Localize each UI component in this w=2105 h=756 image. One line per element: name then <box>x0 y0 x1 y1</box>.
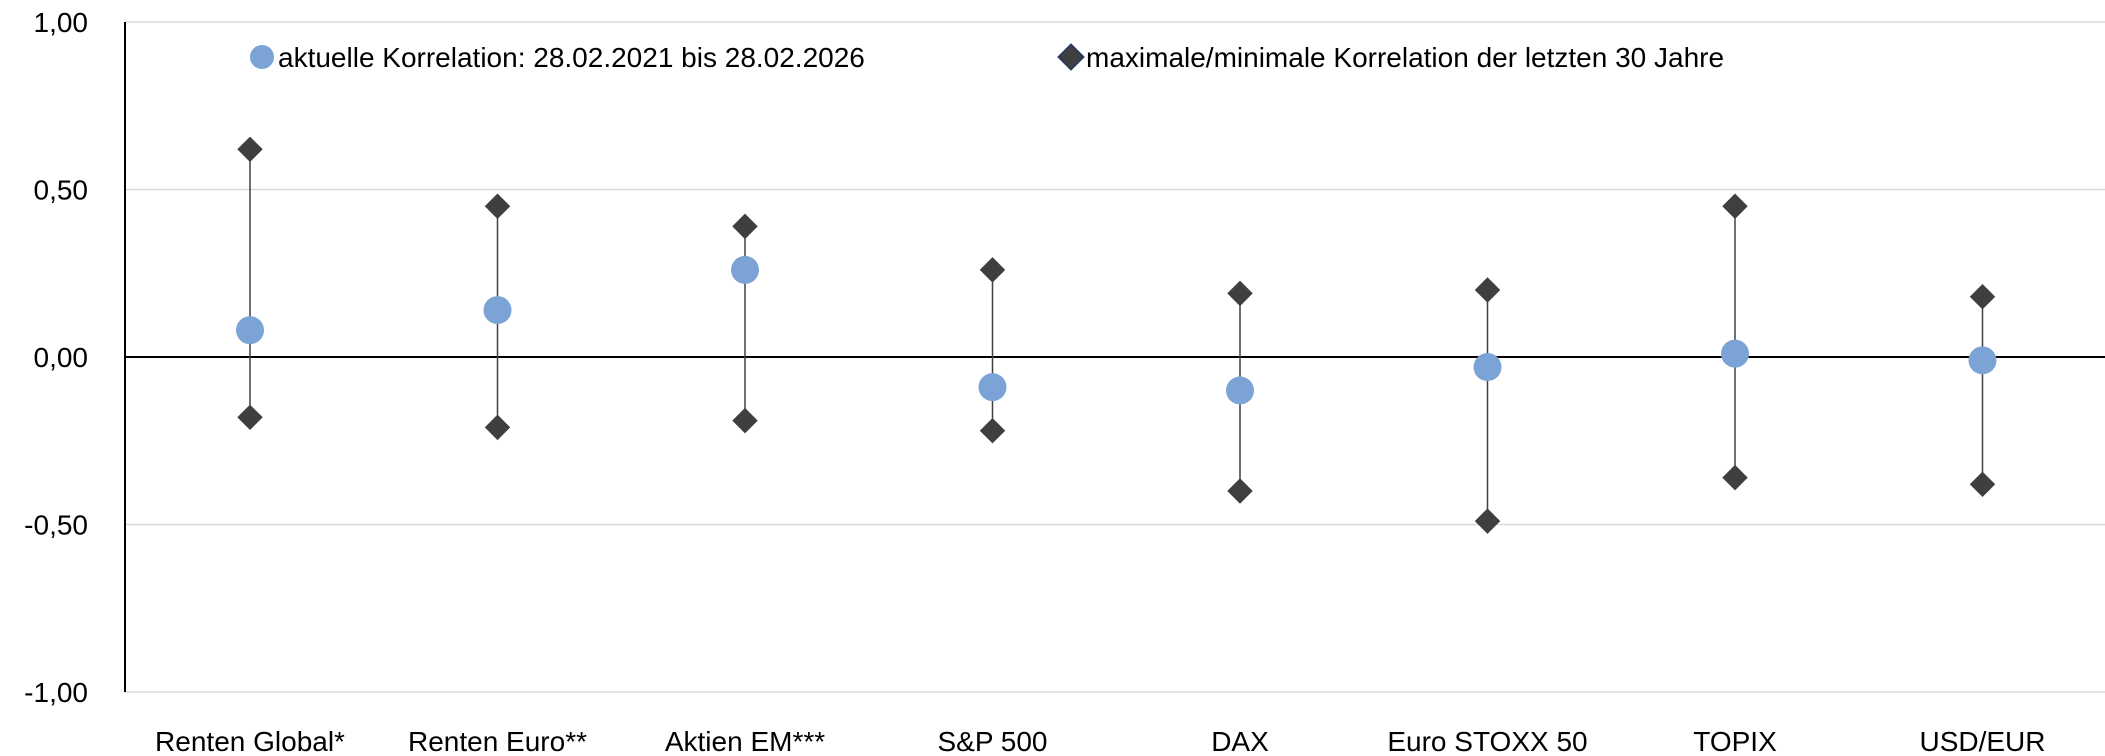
current-correlation-point <box>1473 353 1502 382</box>
y-tick-label: 0,50 <box>34 175 89 206</box>
current-correlation-point <box>236 316 264 345</box>
max-marker <box>1722 193 1748 219</box>
min-marker <box>1969 471 1996 498</box>
current-correlation-point <box>1226 376 1254 405</box>
max-marker <box>1474 277 1501 303</box>
current-correlation-point <box>1968 346 1997 375</box>
x-category-label: Aktien EM*** <box>665 726 825 756</box>
max-marker <box>979 257 1006 283</box>
x-category-label: DAX <box>1211 726 1269 756</box>
y-tick-label: 1,00 <box>34 7 89 38</box>
legend-diamond-marker <box>1057 43 1085 71</box>
min-marker <box>979 417 1006 444</box>
max-marker <box>484 193 511 219</box>
min-marker <box>1227 478 1253 504</box>
current-correlation-point <box>1721 339 1749 368</box>
axes <box>124 22 2105 692</box>
current-correlation-point <box>978 373 1007 402</box>
max-marker <box>237 136 263 163</box>
range-lines <box>249 149 1984 522</box>
min-marker <box>732 407 758 434</box>
y-tick-label: -0,50 <box>24 510 88 541</box>
legend-circle-marker <box>250 45 274 69</box>
max-marker <box>1227 280 1253 307</box>
x-category-label: Renten Euro** <box>408 726 587 756</box>
max-marker <box>1969 283 1996 310</box>
y-tick-labels: 1,00 0,50 0,00 -0,50 -1,00 <box>24 7 88 708</box>
x-category-label: USD/EUR <box>1919 726 2045 756</box>
current-correlation-point <box>731 255 759 284</box>
x-category-labels: Renten Global* Renten Euro** Aktien EM*** S… <box>155 726 2045 756</box>
x-category-label: TOPIX <box>1693 726 1777 756</box>
legend-label-range: maximale/minimale Korrelation der letzte… <box>1086 42 1724 73</box>
data-markers <box>236 136 1997 534</box>
x-category-label: Euro STOXX 50 <box>1387 726 1587 756</box>
legend: aktuelle Korrelation: 28.02.2021 bis 28.… <box>250 42 1724 73</box>
x-category-label: S&P 500 <box>937 726 1047 756</box>
min-marker <box>1722 464 1748 491</box>
min-marker <box>484 414 511 441</box>
min-marker <box>237 404 263 431</box>
min-marker <box>1474 508 1501 534</box>
max-marker <box>732 213 758 240</box>
legend-label-current: aktuelle Korrelation: 28.02.2021 bis 28.… <box>278 42 865 73</box>
current-correlation-point <box>483 296 512 325</box>
y-tick-label: -1,00 <box>24 677 88 708</box>
grid-lines <box>125 21 2105 693</box>
x-category-label: Renten Global* <box>155 726 345 756</box>
y-tick-label: 0,00 <box>34 342 89 373</box>
